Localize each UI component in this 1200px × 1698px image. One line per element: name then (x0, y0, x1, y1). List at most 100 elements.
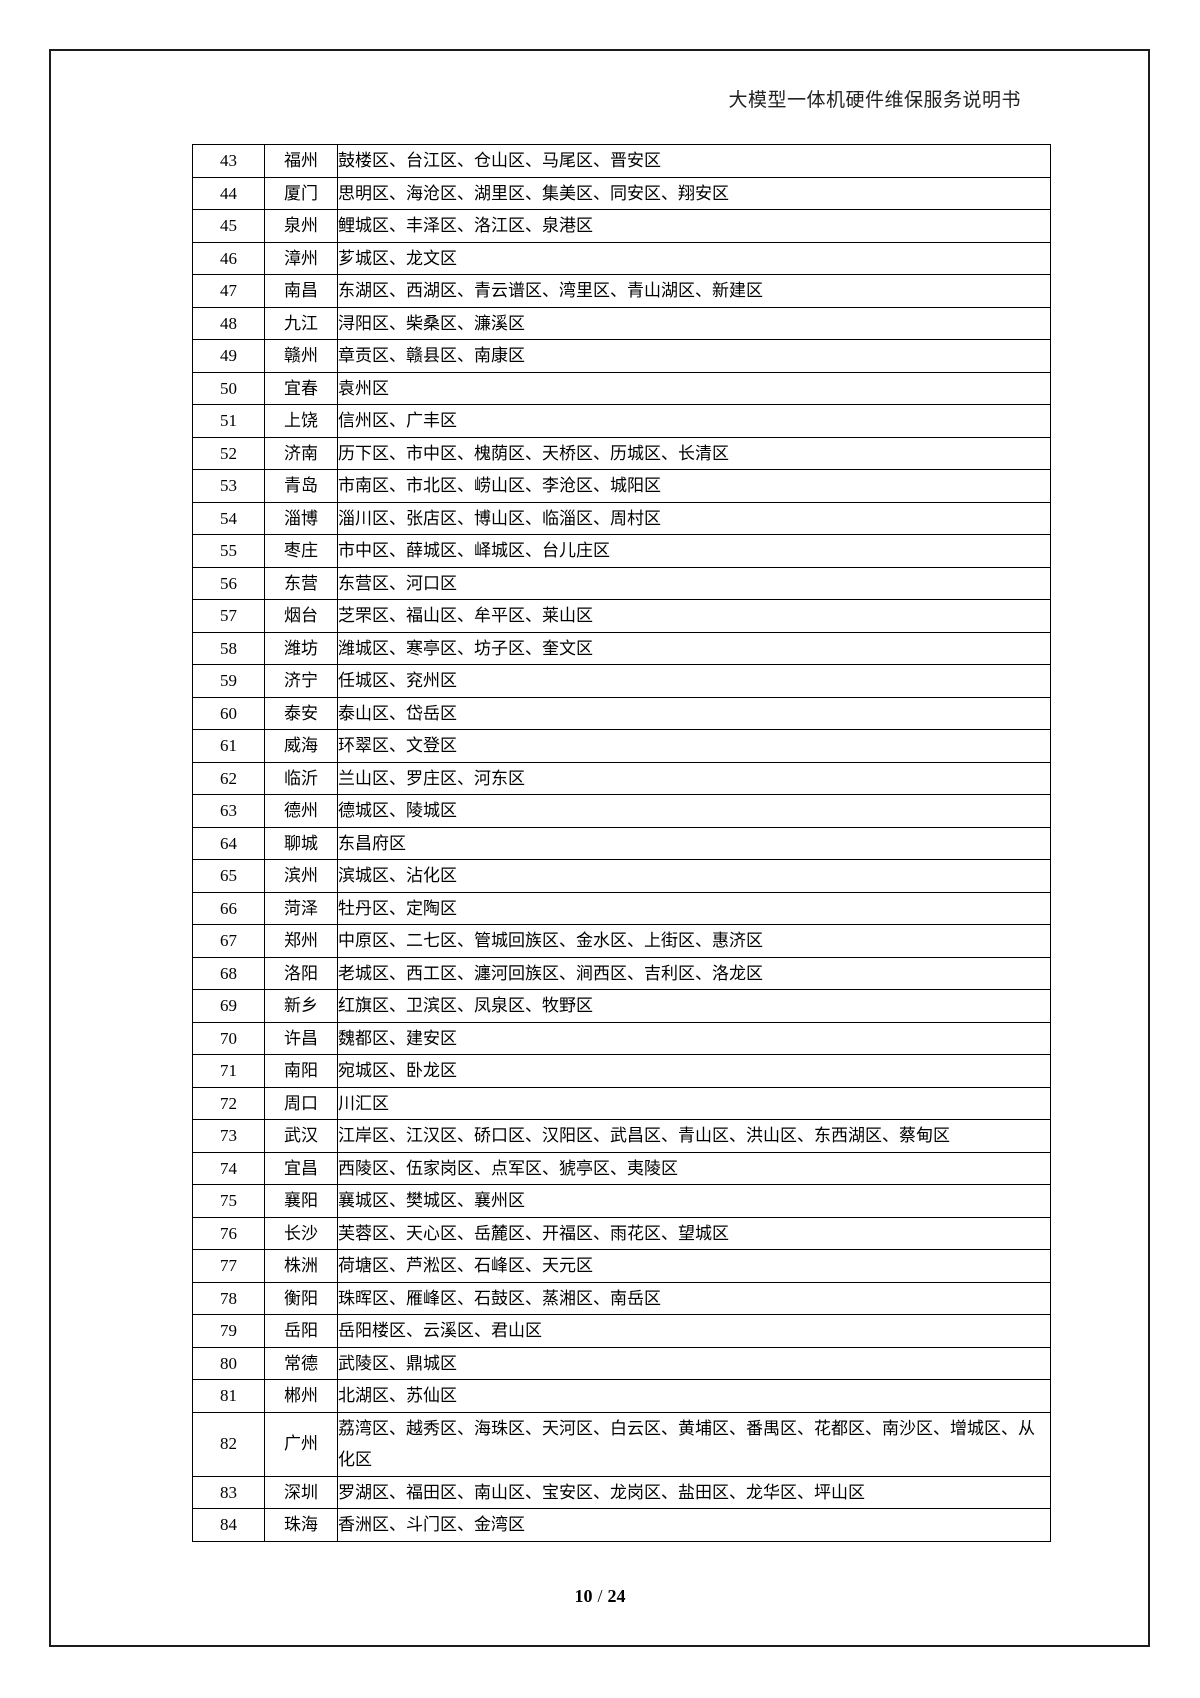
city-name-cell: 郴州 (264, 1379, 338, 1413)
row-number-cell: 53 (192, 469, 265, 503)
row-number-cell: 57 (192, 599, 265, 633)
districts-cell: 潍城区、寒亭区、坊子区、奎文区 (337, 631, 1051, 665)
table-row: 49 赣州 章贡区、赣县区、南康区 (192, 339, 1051, 373)
footer-page-number: 10 (574, 1586, 593, 1606)
city-name-cell: 武汉 (264, 1119, 338, 1153)
table-row: 69 新乡 红旗区、卫滨区、凤泉区、牧野区 (192, 989, 1051, 1023)
table-row: 51 上饶 信州区、广丰区 (192, 404, 1051, 438)
row-number-cell: 77 (192, 1249, 265, 1283)
table-row: 52 济南 历下区、市中区、槐荫区、天桥区、历城区、长清区 (192, 436, 1051, 470)
table-row: 83 深圳 罗湖区、福田区、南山区、宝安区、龙岗区、盐田区、龙华区、坪山区 (192, 1475, 1051, 1509)
table-row: 48 九江 浔阳区、柴桑区、濂溪区 (192, 306, 1051, 340)
row-number-cell: 80 (192, 1346, 265, 1380)
table-row: 72 周口 川汇区 (192, 1086, 1051, 1120)
city-name-cell: 常德 (264, 1346, 338, 1380)
city-name-cell: 东营 (264, 566, 338, 600)
page-border (49, 49, 1150, 1647)
city-name-cell: 周口 (264, 1086, 338, 1120)
table-row: 77 株洲 荷塘区、芦淞区、石峰区、天元区 (192, 1249, 1051, 1283)
row-number-cell: 54 (192, 501, 265, 535)
districts-cell: 思明区、海沧区、湖里区、集美区、同安区、翔安区 (337, 176, 1051, 210)
city-name-cell: 福州 (264, 144, 338, 178)
districts-cell: 珠晖区、雁峰区、石鼓区、蒸湘区、南岳区 (337, 1281, 1051, 1315)
city-name-cell: 宜春 (264, 371, 338, 405)
districts-cell: 东昌府区 (337, 826, 1051, 860)
table-row: 84 珠海 香洲区、斗门区、金湾区 (192, 1508, 1051, 1542)
table-row: 59 济宁 任城区、兖州区 (192, 664, 1051, 698)
city-name-cell: 德州 (264, 794, 338, 828)
row-number-cell: 56 (192, 566, 265, 600)
city-name-cell: 岳阳 (264, 1314, 338, 1348)
row-number-cell: 43 (192, 144, 265, 178)
table-row: 75 襄阳 襄城区、樊城区、襄州区 (192, 1184, 1051, 1218)
table-row: 56 东营 东营区、河口区 (192, 566, 1051, 600)
table-row: 57 烟台 芝罘区、福山区、牟平区、莱山区 (192, 599, 1051, 633)
row-number-cell: 68 (192, 956, 265, 990)
districts-cell: 川汇区 (337, 1086, 1051, 1120)
city-name-cell: 泰安 (264, 696, 338, 730)
row-number-cell: 66 (192, 891, 265, 925)
table-row: 70 许昌 魏都区、建安区 (192, 1021, 1051, 1055)
districts-cell: 滨城区、沾化区 (337, 859, 1051, 893)
city-name-cell: 南阳 (264, 1054, 338, 1088)
districts-cell: 宛城区、卧龙区 (337, 1054, 1051, 1088)
table-row: 73 武汉 江岸区、江汉区、硚口区、汉阳区、武昌区、青山区、洪山区、东西湖区、蔡… (192, 1119, 1051, 1153)
city-name-cell: 上饶 (264, 404, 338, 438)
districts-cell: 北湖区、苏仙区 (337, 1379, 1051, 1413)
city-name-cell: 宜昌 (264, 1151, 338, 1185)
districts-cell: 芝罘区、福山区、牟平区、莱山区 (337, 599, 1051, 633)
table-row: 62 临沂 兰山区、罗庄区、河东区 (192, 761, 1051, 795)
districts-cell: 市中区、薛城区、峄城区、台儿庄区 (337, 534, 1051, 568)
row-number-cell: 52 (192, 436, 265, 470)
footer-page-total: 24 (607, 1586, 626, 1606)
row-number-cell: 75 (192, 1184, 265, 1218)
table-row: 71 南阳 宛城区、卧龙区 (192, 1054, 1051, 1088)
city-name-cell: 菏泽 (264, 891, 338, 925)
city-name-cell: 淄博 (264, 501, 338, 535)
page-header: 大模型一体机硬件维保服务说明书 (728, 85, 1021, 112)
table-row: 45 泉州 鲤城区、丰泽区、洛江区、泉港区 (192, 209, 1051, 243)
row-number-cell: 44 (192, 176, 265, 210)
row-number-cell: 83 (192, 1475, 265, 1509)
city-name-cell: 广州 (264, 1411, 338, 1477)
districts-cell: 历下区、市中区、槐荫区、天桥区、历城区、长清区 (337, 436, 1051, 470)
city-name-cell: 南昌 (264, 274, 338, 308)
city-name-cell: 烟台 (264, 599, 338, 633)
districts-cell: 中原区、二七区、管城回族区、金水区、上街区、惠济区 (337, 924, 1051, 958)
table-row: 58 潍坊 潍城区、寒亭区、坊子区、奎文区 (192, 631, 1051, 665)
row-number-cell: 58 (192, 631, 265, 665)
districts-cell: 香洲区、斗门区、金湾区 (337, 1508, 1051, 1542)
city-name-cell: 泉州 (264, 209, 338, 243)
city-name-cell: 襄阳 (264, 1184, 338, 1218)
row-number-cell: 45 (192, 209, 265, 243)
table-row: 50 宜春 袁州区 (192, 371, 1051, 405)
districts-cell: 襄城区、樊城区、襄州区 (337, 1184, 1051, 1218)
row-number-cell: 50 (192, 371, 265, 405)
table-row: 47 南昌 东湖区、西湖区、青云谱区、湾里区、青山湖区、新建区 (192, 274, 1051, 308)
districts-cell: 市南区、市北区、崂山区、李沧区、城阳区 (337, 469, 1051, 503)
table-row: 46 漳州 芗城区、龙文区 (192, 241, 1051, 275)
districts-cell: 魏都区、建安区 (337, 1021, 1051, 1055)
row-number-cell: 55 (192, 534, 265, 568)
districts-cell: 牡丹区、定陶区 (337, 891, 1051, 925)
table-row: 81 郴州 北湖区、苏仙区 (192, 1379, 1051, 1413)
table-row: 43 福州 鼓楼区、台江区、仓山区、马尾区、晋安区 (192, 144, 1051, 178)
districts-cell: 任城区、兖州区 (337, 664, 1051, 698)
city-name-cell: 青岛 (264, 469, 338, 503)
row-number-cell: 48 (192, 306, 265, 340)
row-number-cell: 70 (192, 1021, 265, 1055)
districts-cell: 鲤城区、丰泽区、洛江区、泉港区 (337, 209, 1051, 243)
table-row: 79 岳阳 岳阳楼区、云溪区、君山区 (192, 1314, 1051, 1348)
row-number-cell: 78 (192, 1281, 265, 1315)
row-number-cell: 69 (192, 989, 265, 1023)
row-number-cell: 49 (192, 339, 265, 373)
table-row: 44 厦门 思明区、海沧区、湖里区、集美区、同安区、翔安区 (192, 176, 1051, 210)
city-name-cell: 新乡 (264, 989, 338, 1023)
table-row: 78 衡阳 珠晖区、雁峰区、石鼓区、蒸湘区、南岳区 (192, 1281, 1051, 1315)
city-name-cell: 郑州 (264, 924, 338, 958)
districts-cell: 兰山区、罗庄区、河东区 (337, 761, 1051, 795)
districts-cell: 武陵区、鼎城区 (337, 1346, 1051, 1380)
districts-cell: 德城区、陵城区 (337, 794, 1051, 828)
row-number-cell: 76 (192, 1216, 265, 1250)
